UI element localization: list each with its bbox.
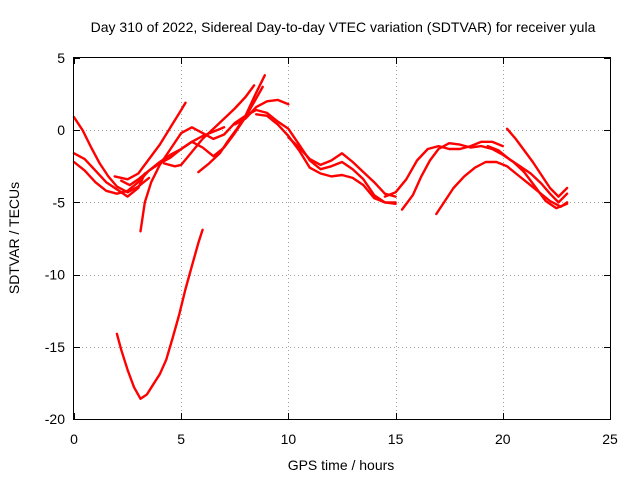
series-line-arc-15 [505,127,569,198]
x-tick-label: 20 [495,431,511,447]
series-line-arc-2 [72,116,151,194]
x-tick-label: 15 [388,431,404,447]
plot-frame [73,57,611,420]
series-line-arc-4 [139,108,397,233]
y-tick-label: -10 [45,267,65,283]
y-tick-label: -5 [53,194,66,210]
x-tick-label: 10 [281,431,297,447]
y-tick-label: 5 [57,50,65,66]
series-line-arc-17 [115,228,204,400]
series-line-arc-14 [435,160,569,216]
x-tick-label: 0 [70,431,78,447]
axis-ticks: 0 5 10 15 20 25 -20 -15 -10 -5 0 5 [45,50,618,447]
x-tick-label: 5 [177,431,185,447]
data-series-group [72,74,569,400]
series-line-arc-9 [233,98,290,126]
chart-title: Day 310 of 2022, Sidereal Day-to-day VTE… [91,19,596,35]
series-line-arc-5 [113,101,187,181]
series-line-arc-11 [287,136,397,198]
y-axis-label: SDTVAR / TECUs [6,182,22,294]
series-line-arc-12 [383,140,504,198]
y-tick-label: -20 [45,411,65,427]
series-line-arc-16 [486,144,569,204]
grid-lines [74,58,610,419]
series-line-arc-3 [72,152,146,198]
series-line-arc-7 [162,84,256,168]
y-tick-label: -15 [45,339,65,355]
x-tick-label: 25 [602,431,618,447]
y-tick-label: 0 [57,122,65,138]
series-line-arc-8 [197,74,266,174]
series-line-arc-10 [255,113,397,205]
x-axis-label: GPS time / hours [288,457,395,473]
